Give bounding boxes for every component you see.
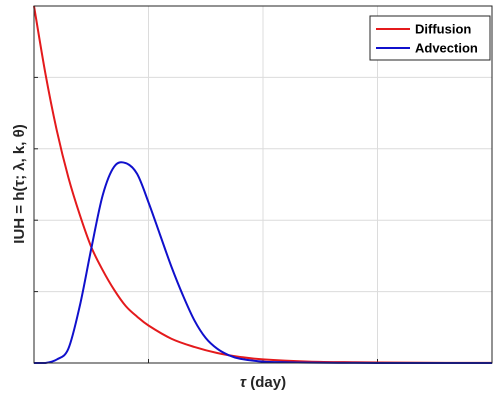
legend-box: [369, 15, 491, 61]
legend-label-advection: Advection: [415, 41, 478, 56]
x-axis-label-unit: (day): [246, 374, 286, 391]
legend: Diffusion Advection: [369, 15, 491, 61]
x-axis-label-symbol: τ: [240, 374, 247, 391]
x-axis-label: τ (day): [240, 374, 286, 391]
legend-label-diffusion: Diffusion: [415, 22, 471, 37]
y-axis-label: IUH = h(τ; λ, k, θ): [11, 124, 28, 243]
grid-lines: [34, 6, 492, 363]
plot-frame: [33, 5, 493, 364]
